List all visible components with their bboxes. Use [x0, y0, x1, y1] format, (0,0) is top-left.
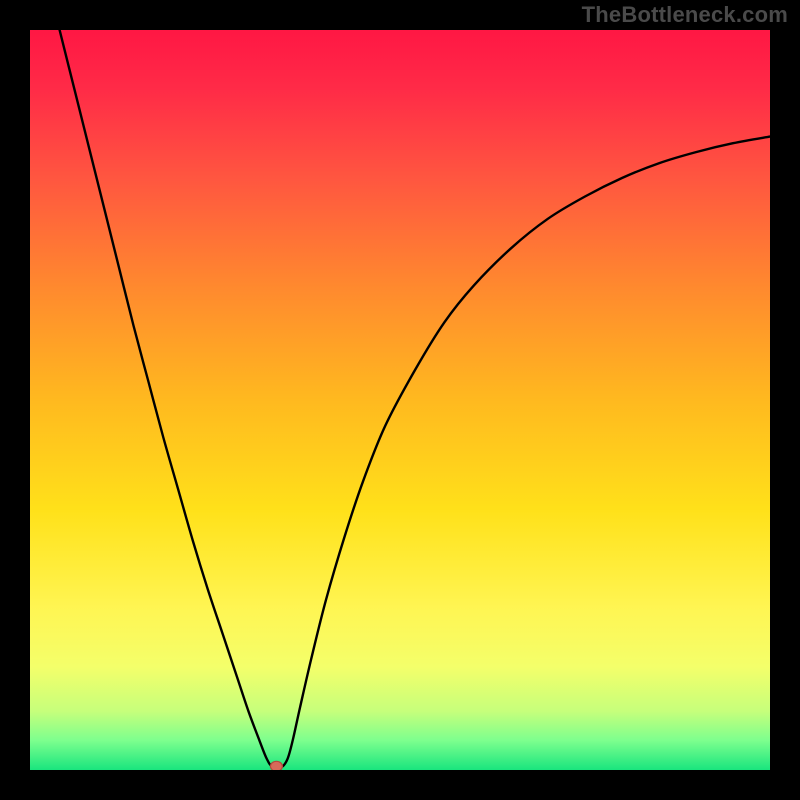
optimum-marker: [270, 761, 282, 770]
gradient-background: [30, 30, 770, 770]
plot-area: [30, 30, 770, 770]
watermark-text: TheBottleneck.com: [582, 2, 788, 28]
chart-frame: TheBottleneck.com: [0, 0, 800, 800]
chart-svg: [30, 30, 770, 770]
